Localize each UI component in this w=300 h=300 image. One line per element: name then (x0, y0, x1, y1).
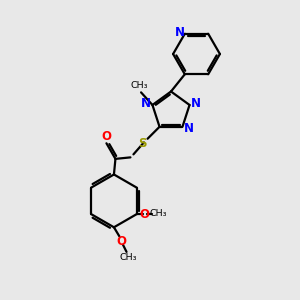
Text: N: N (184, 122, 194, 135)
Text: N: N (175, 26, 185, 39)
Text: O: O (139, 208, 149, 220)
Text: CH₃: CH₃ (120, 254, 137, 262)
Text: N: N (191, 97, 201, 110)
Text: S: S (139, 137, 147, 150)
Text: O: O (116, 235, 126, 248)
Text: CH₃: CH₃ (149, 209, 167, 218)
Text: N: N (141, 97, 151, 110)
Text: O: O (101, 130, 111, 143)
Text: CH₃: CH₃ (131, 81, 148, 90)
